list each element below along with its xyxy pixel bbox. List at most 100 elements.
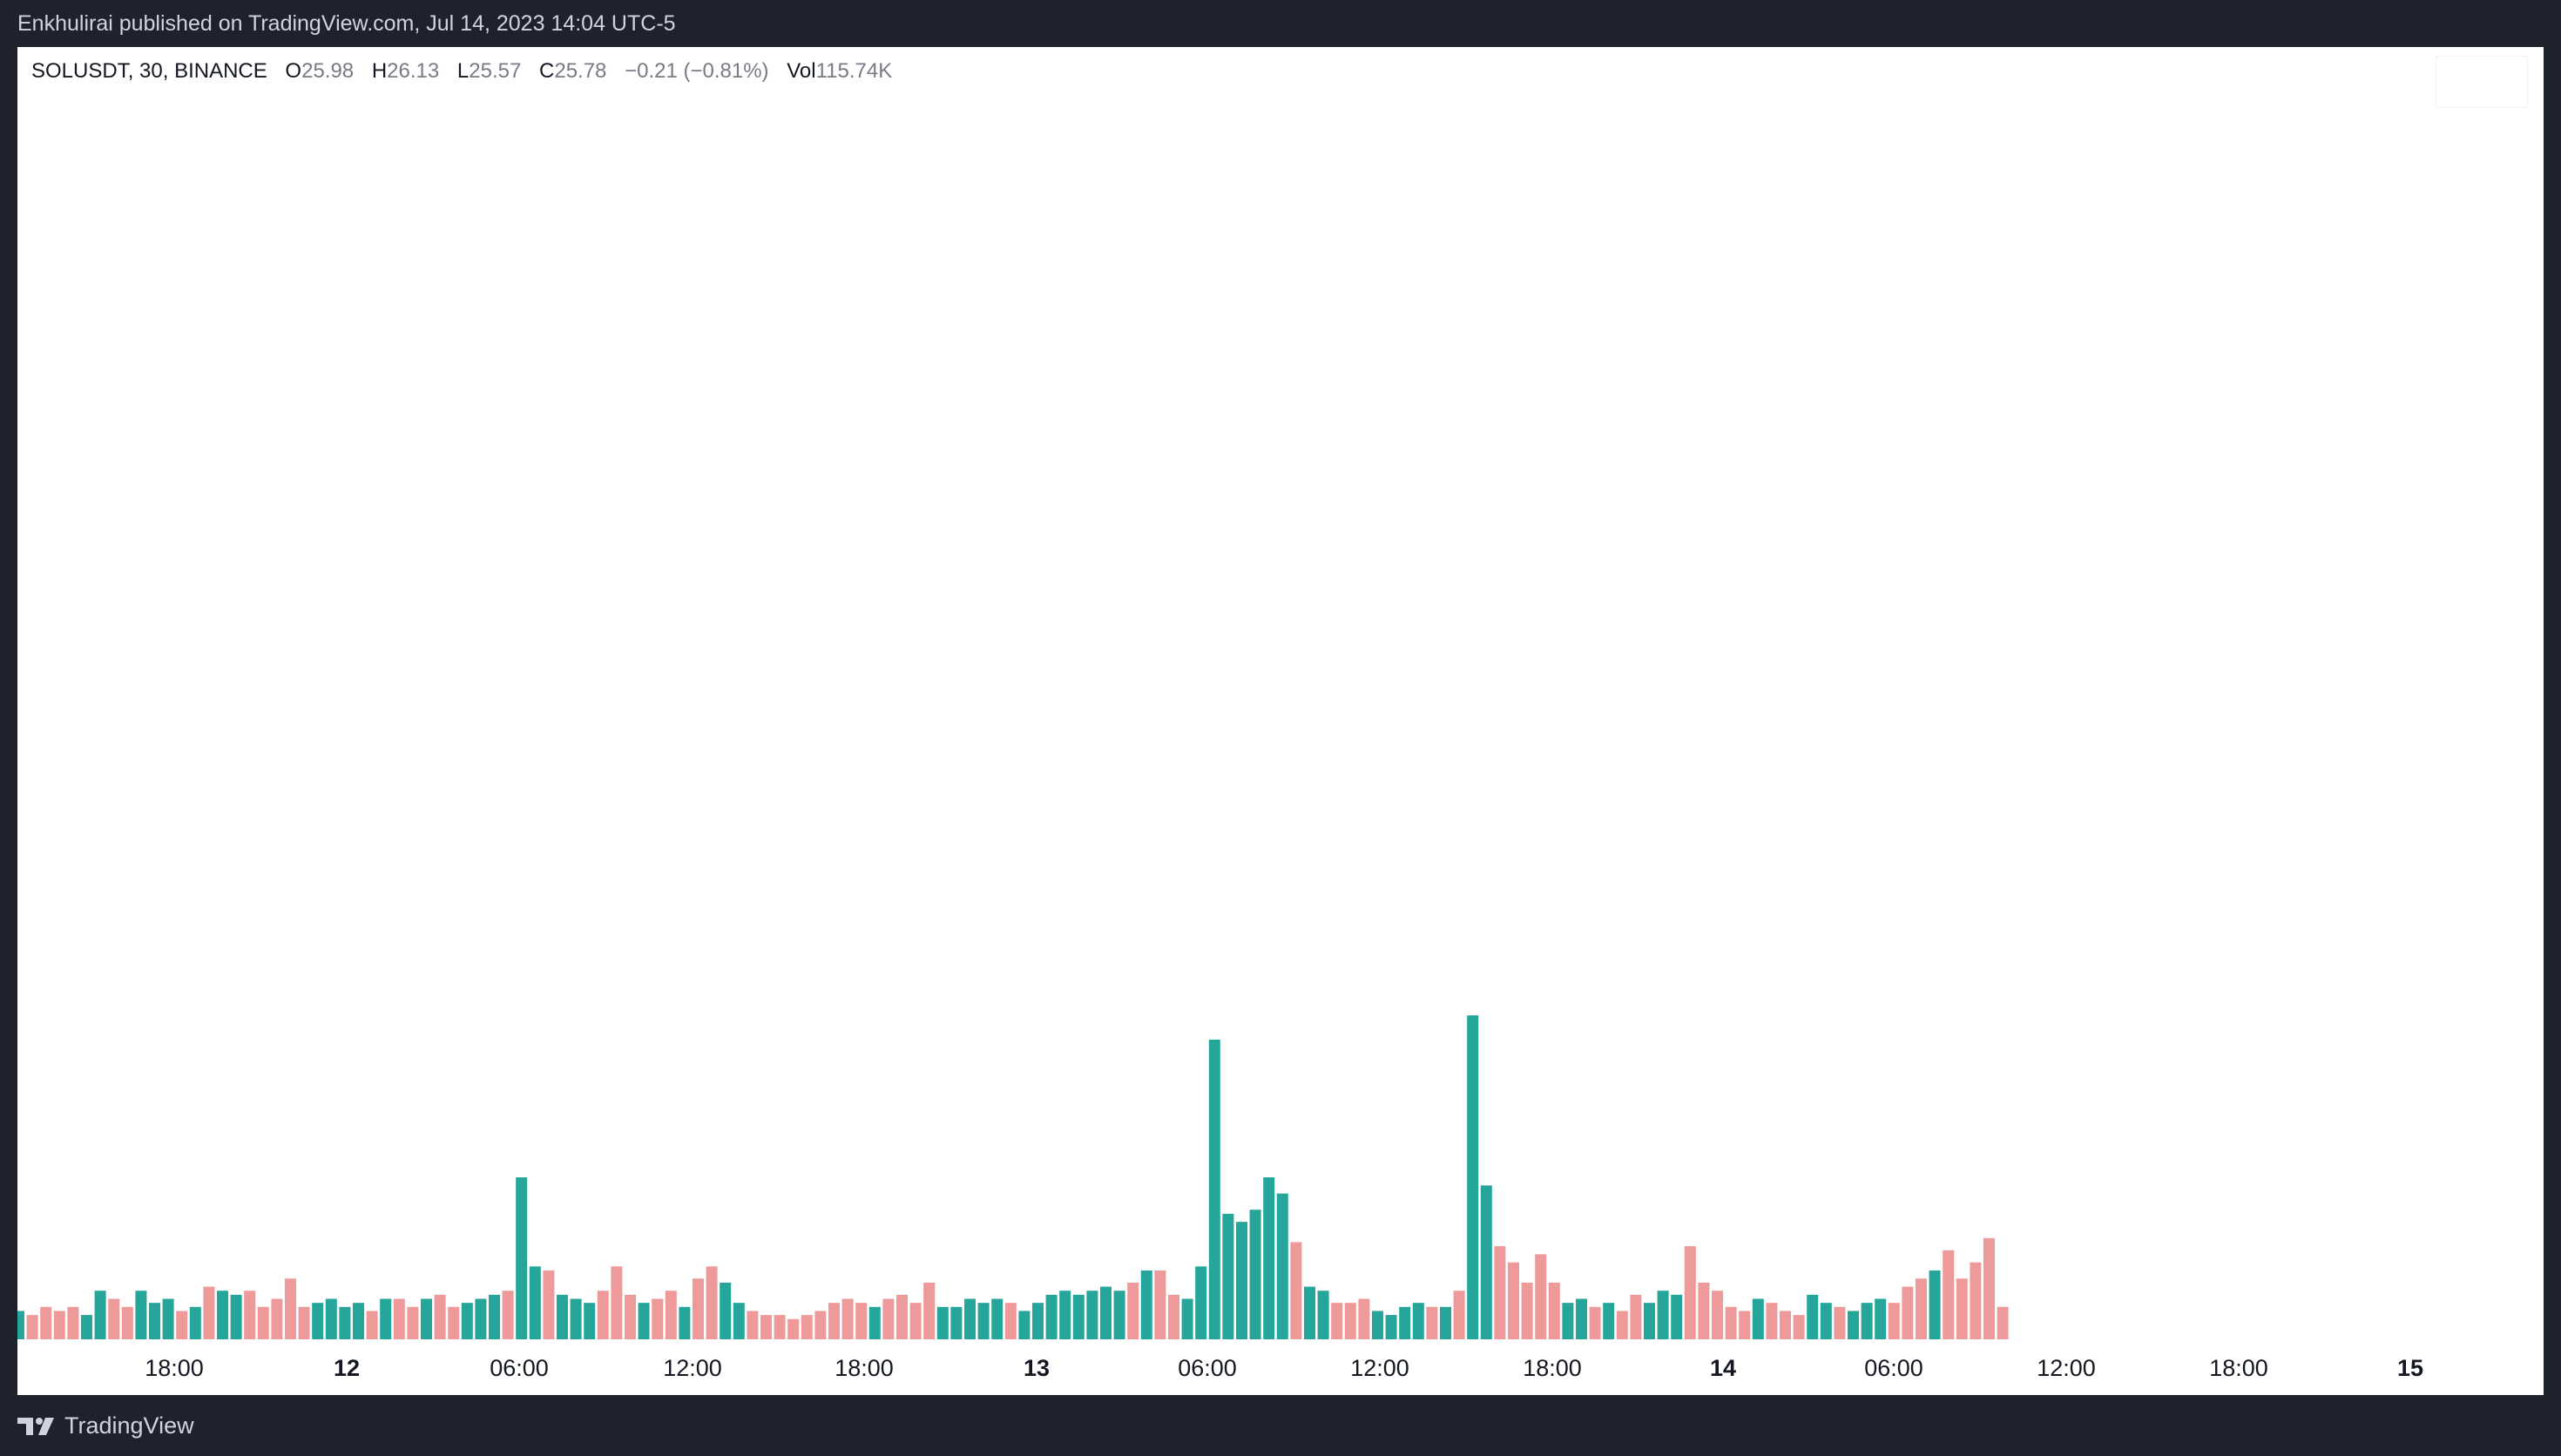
volume-bar (1304, 1286, 1315, 1339)
volume-bar (950, 1306, 963, 1339)
volume-bar (203, 1286, 215, 1339)
volume-bar (1576, 1298, 1587, 1339)
footer: TradingView (0, 1395, 2561, 1456)
volume-bar (543, 1270, 555, 1339)
volume-bar (407, 1306, 419, 1339)
volume-bar (1004, 1303, 1017, 1339)
volume-bar (1888, 1303, 1900, 1339)
volume-bar (162, 1298, 174, 1339)
volume-bar (1290, 1242, 1302, 1339)
volume-bar (1399, 1306, 1411, 1339)
volume-bar (693, 1278, 704, 1339)
volume-bar (1385, 1315, 1397, 1339)
volume-bar (1072, 1294, 1085, 1339)
volume-bar (720, 1282, 732, 1339)
volume-bar (149, 1303, 160, 1339)
volume-bar (882, 1298, 895, 1339)
volume-bar (353, 1303, 364, 1339)
x-axis-tick-label: 06:00 (1178, 1355, 1237, 1381)
volume-bar (1535, 1254, 1547, 1339)
volume-bar (733, 1303, 745, 1339)
legend-symbol[interactable]: SOLUSDT, 30, BINANCE (31, 59, 267, 83)
volume-bar (1140, 1270, 1152, 1339)
volume-bar (570, 1298, 582, 1339)
volume-bar (1344, 1303, 1356, 1339)
volume-bar (1793, 1315, 1805, 1339)
volume-bar (1780, 1311, 1791, 1339)
volume-bar (828, 1303, 840, 1339)
volume-bar (557, 1294, 568, 1339)
legend-change: −0.21 (−0.81%) (625, 59, 769, 83)
volume-bar (1820, 1303, 1832, 1339)
volume-bar (1440, 1306, 1451, 1339)
volume-bar (1848, 1311, 1859, 1339)
legend-low-value: 25.57 (469, 59, 522, 83)
volume-bar (366, 1311, 378, 1339)
volume-bar (244, 1291, 256, 1339)
volume-bar (1127, 1282, 1139, 1339)
legend-high-value: 26.13 (387, 59, 440, 83)
volume-bar (257, 1306, 269, 1339)
x-axis-tick-label: 18:00 (835, 1355, 894, 1381)
volume-bar (448, 1306, 460, 1339)
volume-bar (625, 1294, 636, 1339)
x-axis-tick-label: 14 (1710, 1355, 1736, 1381)
volume-bar (747, 1311, 759, 1339)
volume-bar (652, 1298, 664, 1339)
legend-open-value: 25.98 (301, 59, 355, 83)
volume-bar (1467, 1015, 1479, 1339)
volume-bar (964, 1298, 976, 1339)
volume-bar (325, 1298, 337, 1339)
x-axis-tick-label: 12:00 (2037, 1355, 2096, 1381)
volume-bar (380, 1298, 392, 1339)
x-axis-tick-label: 15 (2397, 1355, 2423, 1381)
volume-bar (1317, 1291, 1329, 1339)
chart-canvas[interactable]: 19.0020.0021.0022.0023.0024.0025.0026.00… (17, 47, 2544, 1395)
volume-bar (1616, 1311, 1628, 1339)
volume-bar (1018, 1311, 1030, 1339)
legend-vol-label: Vol (787, 59, 816, 83)
volume-bar (1603, 1303, 1615, 1339)
tradingview-brand[interactable]: TradingView (17, 1411, 194, 1440)
x-axis-tick-label: 12 (334, 1355, 360, 1381)
chart-panel[interactable]: 19.0020.0021.0022.0023.0024.0025.0026.00… (17, 47, 2544, 1395)
volume-bar (936, 1306, 949, 1339)
volume-bar (1494, 1246, 1506, 1339)
x-axis-tick-label: 12:00 (663, 1355, 722, 1381)
volume-bar (1589, 1306, 1601, 1339)
volume-bar (1943, 1250, 1955, 1339)
volume-bar (312, 1303, 324, 1339)
x-axis-tick-label: 18:00 (2209, 1355, 2268, 1381)
volume-bar (1453, 1291, 1465, 1339)
volume-bar (841, 1298, 854, 1339)
volume-bar (1521, 1282, 1533, 1339)
volume-bar (801, 1315, 813, 1339)
volume-bar (53, 1311, 65, 1339)
volume-bar (1222, 1213, 1234, 1339)
volume-bar (760, 1315, 772, 1339)
volume-bar (298, 1306, 310, 1339)
volume-bar (135, 1291, 147, 1339)
tradingview-logo-icon (17, 1418, 54, 1435)
volume-bar (774, 1315, 786, 1339)
volume-bar (1045, 1294, 1058, 1339)
volume-bar (1562, 1303, 1574, 1339)
volume-bar (665, 1291, 677, 1339)
volume-bar (1358, 1298, 1370, 1339)
volume-bar (94, 1291, 106, 1339)
volume-bar (1426, 1306, 1438, 1339)
volume-bar (584, 1303, 596, 1339)
volume-bar (1100, 1286, 1112, 1339)
symbol-legend: SOLUSDT, 30, BINANCE O25.98 H26.13 L25.5… (31, 56, 904, 87)
volume-bar (909, 1303, 922, 1339)
volume-bar (1671, 1294, 1683, 1339)
volume-bar (217, 1291, 228, 1339)
x-axis-tick-label: 18:00 (1523, 1355, 1582, 1381)
volume-bar (1956, 1278, 1968, 1339)
x-axis-tick-label: 18:00 (145, 1355, 204, 1381)
volume-bar (26, 1315, 38, 1339)
volume-bar (67, 1306, 79, 1339)
volume-bar (1276, 1193, 1288, 1339)
volume-bar (529, 1266, 541, 1339)
volume-bar (1181, 1298, 1193, 1339)
